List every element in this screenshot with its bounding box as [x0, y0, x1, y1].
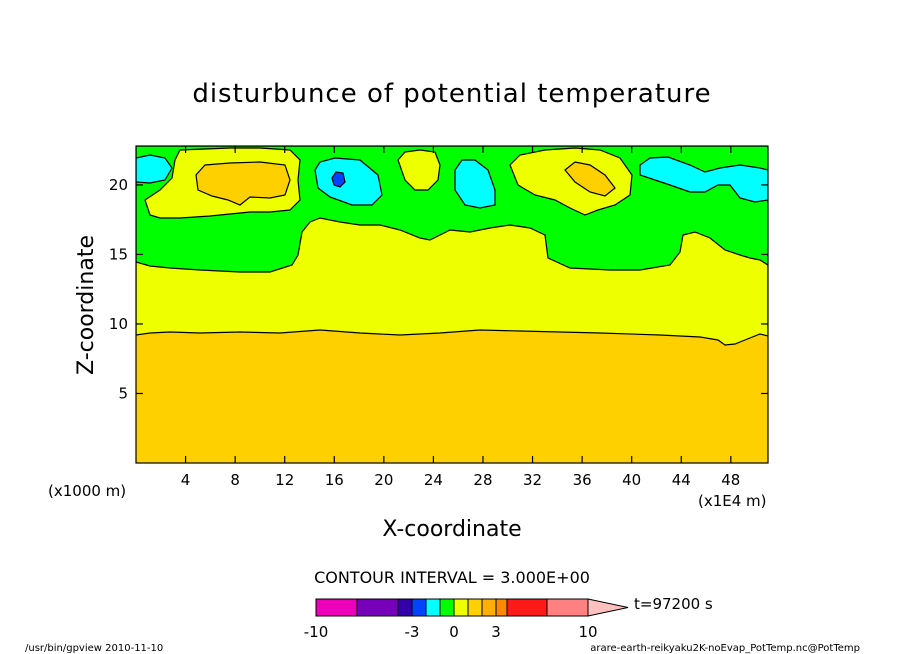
colorbar-box [439, 598, 455, 617]
y-tick-label: 15 [109, 245, 128, 263]
y-tick-label: 20 [109, 176, 128, 194]
colorbar-label: 0 [449, 623, 459, 641]
colorbar-boxes [315, 598, 589, 617]
orange-cell-left [195, 161, 291, 206]
x-tick-label: 40 [622, 471, 641, 489]
colorbar-box [481, 598, 497, 617]
orange-cell-right [564, 161, 616, 197]
blue-cell [331, 171, 346, 188]
colorbar-arrow [587, 598, 629, 617]
colorbar-box [397, 598, 413, 617]
x-tick-label: 32 [523, 471, 542, 489]
y-axis-label: Z-coordinate [74, 235, 99, 375]
colorbar-box [356, 598, 399, 617]
x-tick-label: 24 [424, 471, 443, 489]
colorbar-box [411, 598, 427, 617]
cyan-cell-2 [314, 157, 383, 206]
x-tick-label: 8 [230, 471, 240, 489]
x-tick-label: 44 [672, 471, 691, 489]
contour-interval-label: CONTOUR INTERVAL = 3.000E+00 [314, 568, 590, 587]
x-tick-label: 4 [181, 471, 191, 489]
colorbar-box [467, 598, 483, 617]
y-tick-label: 5 [118, 384, 128, 402]
colorbar-label: 3 [491, 623, 501, 641]
colorbar-box [425, 598, 441, 617]
x-tick-label: 20 [374, 471, 393, 489]
y-axis-ticks: 5 10 15 20 [109, 176, 768, 402]
x-tick-label: 36 [573, 471, 592, 489]
plot-frame [135, 145, 769, 464]
chart-title: disturbunce of potential temperature [192, 79, 711, 109]
x-unit-left: (x1000 m) [48, 482, 126, 500]
colorbar-label: 10 [578, 623, 597, 641]
x-tick-label: 48 [721, 471, 740, 489]
cyan-cell-3 [454, 159, 496, 209]
y-tick-label: 10 [109, 315, 128, 333]
time-label: t=97200 s [634, 595, 713, 613]
colorbar-label: -10 [304, 623, 329, 641]
footer-right: arare-earth-reikyaku2K-noEvap_PotTemp.nc… [590, 643, 860, 654]
colorbar-box [495, 598, 508, 617]
cyan-cell-1 [136, 154, 173, 184]
colorbar-labels: -10 -3 0 3 10 [304, 623, 598, 641]
x-tick-label: 16 [325, 471, 344, 489]
x-axis-ticks: 4 8 12 16 20 24 28 32 36 40 44 48 [181, 146, 740, 489]
yellow-upper-cell-right [509, 147, 633, 216]
colorbar-box [546, 598, 589, 617]
cyan-cell-4 [639, 156, 768, 203]
footer-left: /usr/bin/gpview 2010-11-10 [25, 643, 163, 654]
yellow-upper-cell-mid [397, 149, 441, 191]
colorbar: t=97200 s -10 -3 0 3 10 [304, 595, 713, 641]
x-tick-label: 28 [473, 471, 492, 489]
colorbar-box [453, 598, 469, 617]
x-unit-right: (x1E4 m) [698, 492, 767, 510]
colorbar-label: -3 [405, 623, 420, 641]
colorbar-box [315, 598, 358, 617]
colorbar-box [506, 598, 548, 617]
x-axis-label: X-coordinate [382, 517, 521, 542]
x-tick-label: 12 [275, 471, 294, 489]
